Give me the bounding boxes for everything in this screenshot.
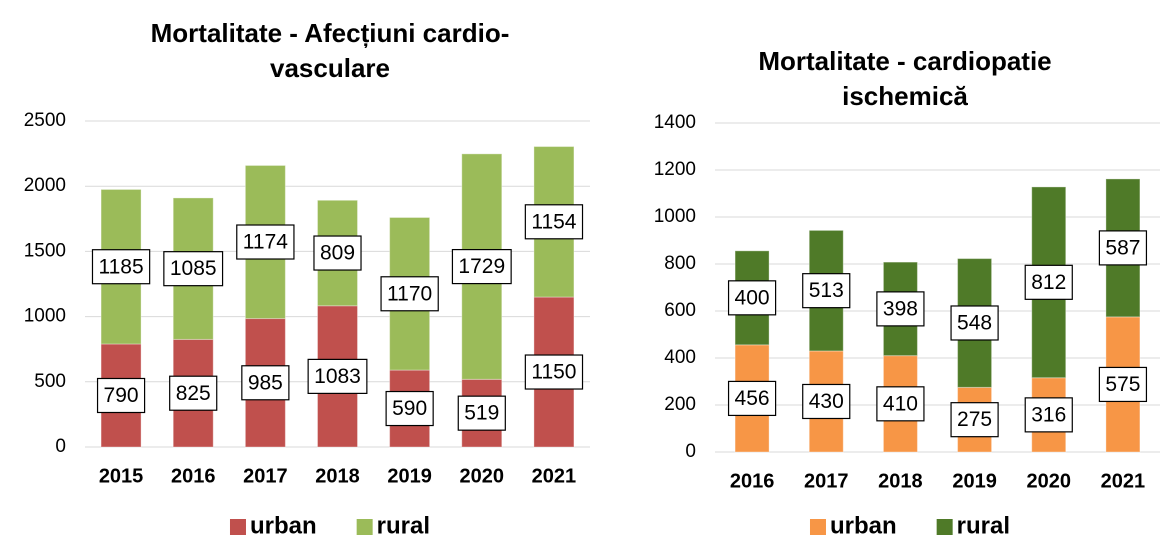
value-label: 1729 bbox=[458, 255, 505, 278]
value-label-box bbox=[96, 377, 146, 414]
x-tick-label: 2018 bbox=[878, 470, 923, 492]
value-label-box bbox=[313, 235, 362, 271]
value-label: 400 bbox=[735, 286, 770, 309]
value-label-box bbox=[727, 280, 777, 316]
chart-title: Mortalitate - cardiopatie ischemică bbox=[758, 46, 1052, 111]
value-label: 456 bbox=[735, 387, 770, 410]
legend-swatch bbox=[809, 519, 826, 535]
value-label: 1174 bbox=[243, 231, 288, 254]
value-label: 513 bbox=[809, 279, 844, 302]
value-label-box bbox=[524, 354, 584, 390]
x-tick-label: 2015 bbox=[99, 465, 144, 487]
value-label: 316 bbox=[1031, 403, 1066, 426]
value-label-box bbox=[1024, 264, 1073, 300]
value-label: 825 bbox=[176, 382, 211, 405]
value-label: 430 bbox=[809, 390, 844, 413]
value-label: 985 bbox=[248, 371, 283, 394]
value-label-box bbox=[241, 365, 290, 401]
value-label-box bbox=[876, 386, 925, 422]
y-tick-label: 0 bbox=[55, 436, 66, 457]
value-label: 410 bbox=[883, 392, 918, 415]
value-label-box bbox=[307, 358, 368, 394]
value-label-box bbox=[1098, 230, 1148, 266]
x-tick-label: 2019 bbox=[387, 465, 432, 487]
value-label: 809 bbox=[320, 242, 355, 265]
value-label-box bbox=[876, 291, 925, 327]
value-label: 790 bbox=[104, 384, 139, 407]
y-tick-label: 400 bbox=[664, 347, 696, 368]
value-label: 1083 bbox=[314, 365, 361, 388]
value-label-box bbox=[385, 390, 434, 427]
y-tick-label: 2000 bbox=[24, 175, 66, 196]
y-tick-label: 2500 bbox=[24, 110, 66, 131]
value-label: 275 bbox=[957, 408, 992, 431]
value-label: 1185 bbox=[98, 255, 143, 278]
value-label-box bbox=[727, 380, 777, 417]
value-label-box bbox=[163, 251, 224, 287]
y-tick-label: 800 bbox=[664, 253, 696, 274]
value-label-box bbox=[169, 375, 218, 411]
y-tick-label: 200 bbox=[664, 394, 696, 415]
x-tick-label: 2019 bbox=[952, 470, 997, 492]
x-tick-label: 2020 bbox=[460, 465, 505, 487]
x-tick-label: 2017 bbox=[243, 465, 288, 487]
x-tick-label: 2020 bbox=[1027, 470, 1072, 492]
x-tick-label: 2016 bbox=[730, 470, 775, 492]
y-tick-label: 600 bbox=[664, 300, 696, 321]
x-tick-label: 2021 bbox=[1101, 470, 1146, 492]
value-label-box bbox=[802, 383, 851, 420]
value-label-box bbox=[457, 395, 506, 431]
value-label: 587 bbox=[1105, 236, 1140, 259]
value-label: 812 bbox=[1031, 271, 1066, 294]
value-label: 1085 bbox=[170, 257, 217, 280]
value-label-box bbox=[802, 273, 851, 309]
chart-title: Mortalitate - Afecțiuni cardio-vasculare bbox=[150, 18, 510, 83]
legend-label: rural bbox=[957, 512, 1010, 539]
value-label-box bbox=[451, 248, 512, 285]
x-tick-label: 2021 bbox=[532, 465, 577, 487]
y-tick-label: 1200 bbox=[654, 159, 696, 180]
y-tick-label: 1000 bbox=[654, 206, 696, 227]
x-tick-label: 2017 bbox=[804, 470, 849, 492]
value-label: 548 bbox=[957, 312, 992, 335]
legend-label: urban bbox=[250, 512, 317, 539]
legend-label: urban bbox=[830, 512, 897, 539]
value-label-box bbox=[236, 224, 295, 260]
y-tick-label: 500 bbox=[34, 371, 66, 392]
legend-swatch bbox=[356, 519, 373, 535]
y-tick-label: 1000 bbox=[24, 306, 66, 327]
y-tick-label: 1500 bbox=[24, 240, 66, 261]
value-label: 1170 bbox=[387, 282, 432, 305]
value-label-box bbox=[524, 204, 584, 240]
value-label: 575 bbox=[1105, 373, 1140, 396]
value-label: 398 bbox=[883, 297, 918, 320]
value-label: 1154 bbox=[531, 210, 576, 233]
legend-label: rural bbox=[377, 512, 430, 539]
value-label-box bbox=[1024, 397, 1073, 433]
x-tick-label: 2018 bbox=[315, 465, 360, 487]
value-label: 1150 bbox=[531, 361, 576, 384]
value-label-box bbox=[950, 305, 999, 341]
x-tick-label: 2016 bbox=[171, 465, 216, 487]
y-tick-label: 0 bbox=[685, 441, 696, 462]
legend-swatch bbox=[936, 519, 953, 535]
value-label: 590 bbox=[392, 397, 427, 420]
value-label-box bbox=[380, 276, 439, 312]
y-tick-label: 1400 bbox=[654, 112, 696, 133]
value-label-box bbox=[950, 402, 999, 438]
value-label-box bbox=[1098, 366, 1148, 403]
legend-swatch bbox=[229, 519, 246, 535]
value-label-box bbox=[91, 249, 151, 285]
value-label: 519 bbox=[464, 402, 499, 425]
